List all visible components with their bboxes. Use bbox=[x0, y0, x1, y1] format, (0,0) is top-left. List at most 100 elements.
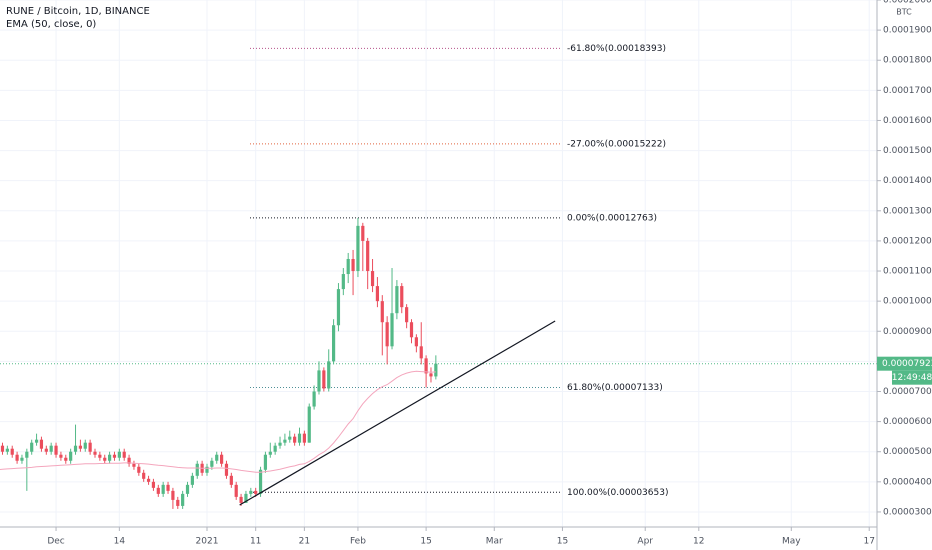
candle-body bbox=[356, 225, 360, 272]
y-tick-label: 0.00013000 bbox=[883, 206, 932, 216]
candle-body bbox=[69, 451, 73, 461]
candle-body bbox=[409, 322, 414, 338]
candle-body bbox=[351, 258, 355, 272]
x-tick-label: 2021 bbox=[196, 537, 219, 547]
axis-unit: BTC bbox=[896, 8, 912, 17]
candle-body bbox=[293, 436, 297, 443]
x-tick-label: 17 bbox=[863, 537, 874, 547]
candle-body bbox=[93, 451, 97, 455]
y-tick-label: 0.00016000 bbox=[883, 116, 932, 126]
candle-body bbox=[215, 454, 219, 461]
candle-body bbox=[370, 271, 375, 287]
candle-body bbox=[249, 490, 253, 494]
y-tick-label: 0.00003000 bbox=[883, 507, 932, 517]
candle-body bbox=[312, 391, 316, 407]
candle-body bbox=[375, 286, 380, 302]
fib-level-label: -27.00%(0.00015222) bbox=[567, 139, 666, 149]
candle-body bbox=[297, 433, 302, 443]
candle-body bbox=[229, 475, 233, 485]
fib-level-label: -61.80%(0.00018393) bbox=[567, 44, 666, 54]
candle-body bbox=[429, 373, 433, 377]
candle-body bbox=[122, 451, 126, 458]
fib-level-label: 61.80%(0.00007133) bbox=[567, 383, 663, 393]
candle-body bbox=[273, 445, 277, 452]
candle-body bbox=[190, 475, 194, 485]
candle-body bbox=[127, 457, 131, 464]
candle-body bbox=[88, 442, 92, 452]
candle-body bbox=[419, 346, 423, 359]
candle-body bbox=[15, 454, 19, 461]
x-tick-label: Feb bbox=[350, 537, 366, 547]
y-tick-label: 0.00011000 bbox=[883, 267, 932, 277]
candle-body bbox=[210, 460, 214, 467]
x-tick-label: 12 bbox=[693, 537, 704, 547]
ema-line bbox=[0, 370, 436, 473]
candle-body bbox=[142, 472, 146, 479]
candle-body bbox=[112, 454, 117, 458]
trendline bbox=[239, 320, 556, 506]
candle-body bbox=[103, 457, 107, 461]
candle-body bbox=[234, 484, 238, 497]
candle-body bbox=[166, 484, 170, 491]
candle-body bbox=[5, 448, 9, 452]
candle-body bbox=[239, 496, 243, 503]
candle-body bbox=[181, 493, 185, 506]
y-tick-label: 0.00007000 bbox=[883, 387, 932, 397]
candle-body bbox=[156, 487, 160, 494]
candle-body bbox=[405, 307, 409, 323]
candle-body bbox=[278, 442, 282, 446]
x-tick-label: 11 bbox=[250, 537, 261, 547]
candle-body bbox=[254, 490, 258, 494]
candle-body bbox=[185, 484, 190, 494]
candle-body bbox=[400, 286, 404, 308]
x-tick-label: Dec bbox=[47, 537, 64, 547]
candle-body bbox=[366, 240, 370, 272]
y-tick-label: 0.00012000 bbox=[883, 236, 932, 246]
candle-body bbox=[176, 499, 180, 506]
candle-body bbox=[307, 406, 311, 443]
candle-body bbox=[44, 448, 48, 452]
y-tick-label: 0.00017000 bbox=[883, 86, 932, 96]
candle-body bbox=[258, 469, 263, 494]
candle-body bbox=[385, 322, 389, 347]
candle-body bbox=[0, 445, 5, 452]
candle-body bbox=[336, 289, 341, 326]
x-tick-label: Apr bbox=[637, 537, 653, 547]
last-price-label: 0.00007923 bbox=[882, 359, 932, 369]
candle-body bbox=[322, 370, 326, 389]
candle-body bbox=[78, 445, 82, 449]
fib-level-label: 100.00%(0.00003653) bbox=[567, 488, 668, 498]
candle-body bbox=[49, 445, 53, 452]
candle-body bbox=[146, 478, 151, 482]
candle-body bbox=[224, 463, 229, 476]
countdown-box bbox=[892, 370, 932, 385]
candle-body bbox=[424, 358, 428, 374]
candle-body bbox=[151, 481, 156, 488]
candle-body bbox=[395, 286, 399, 314]
candle-body bbox=[98, 454, 102, 458]
y-tick-label: 0.00018000 bbox=[883, 56, 932, 66]
candle-body bbox=[59, 454, 63, 458]
candle-body bbox=[219, 454, 224, 464]
candle-body bbox=[380, 301, 384, 323]
candle-body bbox=[54, 445, 58, 455]
legend-entry: EMA (50, close, 0) bbox=[6, 19, 96, 30]
candle-body bbox=[390, 313, 394, 347]
candle-body bbox=[341, 274, 345, 290]
candle-body bbox=[64, 457, 68, 461]
y-tick-label: 0.00020000 bbox=[883, 0, 932, 6]
candle-body bbox=[244, 493, 248, 503]
last-price-box bbox=[877, 356, 932, 371]
candle-body bbox=[117, 451, 121, 458]
y-tick-label: 0.00005000 bbox=[883, 447, 932, 457]
candle-body bbox=[108, 454, 112, 461]
candle-body bbox=[331, 325, 336, 362]
y-tick-label: 0.00019000 bbox=[883, 26, 932, 36]
countdown: 12:49:48 bbox=[892, 373, 932, 383]
y-tick-label: 0.00004000 bbox=[883, 477, 932, 487]
candle-body bbox=[288, 436, 292, 440]
candle-body bbox=[83, 442, 87, 449]
candle-body bbox=[171, 490, 175, 500]
